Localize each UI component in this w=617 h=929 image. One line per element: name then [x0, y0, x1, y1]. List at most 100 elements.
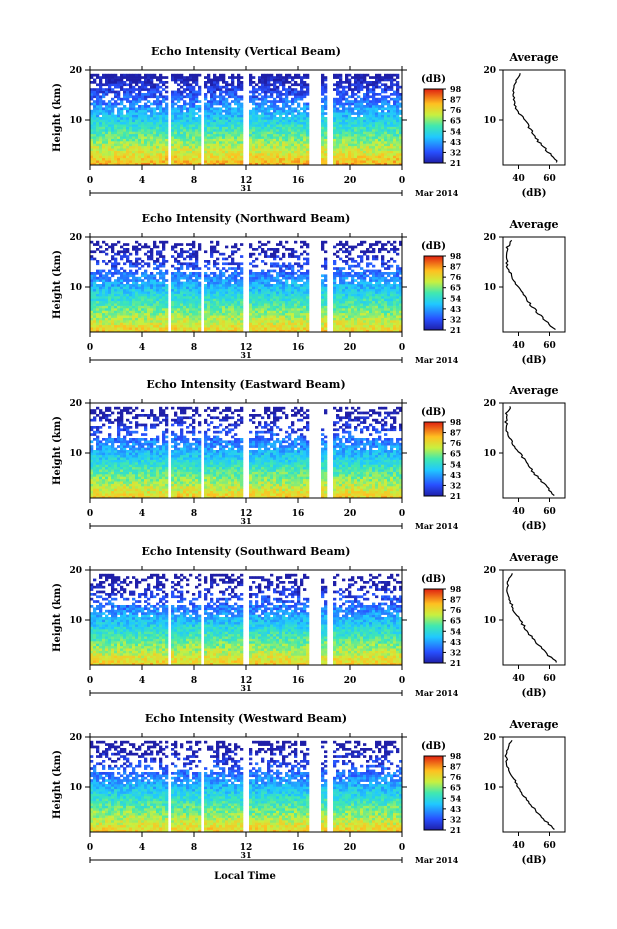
average-x-tick-label: 60 [543, 341, 556, 351]
y-axis-label: Height (km) [52, 583, 63, 652]
x-tick-label: 12 [240, 843, 253, 853]
average-x-tick-label: 40 [512, 841, 525, 851]
colorbar-tick-label: 76 [450, 105, 462, 115]
average-title: Average [508, 218, 558, 231]
y-axis-label: Height (km) [52, 416, 63, 485]
average-x-tick-label: 40 [512, 507, 525, 517]
day-label: 31 [240, 350, 251, 360]
y-tick-label: 20 [69, 66, 82, 76]
colorbar-tick-label: 21 [450, 491, 461, 501]
colorbar-tick-label: 65 [450, 616, 461, 626]
average-title: Average [508, 551, 558, 564]
y-axis-label: Height (km) [52, 750, 63, 819]
colorbar-tick-label: 87 [450, 262, 461, 272]
date-label: Mar 2014 [415, 688, 459, 698]
average-frame [502, 736, 566, 833]
average-x-label: (dB) [522, 855, 547, 866]
colorbar-unit: (dB) [421, 407, 446, 418]
average-profile-line [504, 739, 555, 830]
colorbar-tick-label: 21 [450, 158, 461, 168]
colorbar-tick-label: 87 [450, 595, 461, 605]
colorbar-tick-label: 65 [450, 449, 461, 459]
average-y-tick-label: 20 [483, 399, 496, 409]
x-tick-label: 0 [399, 676, 405, 686]
colorbar-tick-label: 54 [450, 126, 462, 136]
colorbar-unit: (dB) [421, 241, 446, 252]
y-axis-label: Height (km) [52, 250, 63, 319]
average-y-tick-label: 10 [483, 616, 496, 626]
average-profile-line [512, 73, 558, 163]
y-tick-label: 10 [69, 116, 82, 126]
x-tick-label: 16 [292, 509, 305, 519]
x-tick-label: 4 [139, 176, 145, 186]
colorbar-tick-label: 98 [450, 251, 462, 261]
average-x-tick-label: 60 [543, 674, 556, 684]
colorbar-tick-label: 43 [450, 304, 462, 314]
average-y-tick-label: 20 [483, 566, 496, 576]
heatmap-cells [90, 740, 403, 833]
colorbar-tick-label: 65 [450, 783, 461, 793]
panel-1: Echo Intensity (Northward Beam) 20 10 Heigh… [52, 212, 566, 366]
average-x-tick-label: 40 [512, 341, 525, 351]
x-tick-label: 16 [292, 843, 305, 853]
average-title: Average [508, 718, 558, 731]
x-tick-label: 16 [292, 343, 305, 353]
average-y-tick-label: 20 [483, 233, 496, 243]
panel-title: Echo Intensity (Northward Beam) [142, 212, 351, 225]
x-tick-label: 4 [139, 676, 145, 686]
average-profile-line [506, 573, 557, 663]
x-tick-label: 0 [87, 509, 93, 519]
panel-4: Echo Intensity (Westward Beam) 20 10 Height… [52, 712, 566, 866]
x-tick-label: 8 [191, 343, 197, 353]
y-tick-label: 10 [69, 449, 82, 459]
colorbar-unit: (dB) [421, 574, 446, 585]
panel-3: Echo Intensity (Southward Beam) 20 10 Heigh… [52, 545, 566, 699]
average-x-tick-label: 60 [543, 507, 556, 517]
colorbar-tick-label: 98 [450, 417, 462, 427]
x-tick-label: 20 [344, 343, 357, 353]
average-y-tick-label: 20 [483, 733, 496, 743]
panel-title: Echo Intensity (Vertical Beam) [151, 45, 341, 58]
x-tick-label: 8 [191, 676, 197, 686]
average-x-tick-label: 40 [512, 674, 525, 684]
heatmap-cells [90, 73, 403, 166]
average-frame [502, 569, 566, 666]
colorbar-tick-label: 98 [450, 584, 462, 594]
average-x-label: (dB) [522, 521, 547, 532]
colorbar-tick-label: 43 [450, 470, 462, 480]
x-tick-label: 12 [240, 509, 253, 519]
x-tick-label: 8 [191, 176, 197, 186]
average-title: Average [508, 51, 558, 64]
date-label: Mar 2014 [415, 355, 459, 365]
colorbar-tick-label: 21 [450, 658, 461, 668]
colorbar-tick-label: 87 [450, 95, 461, 105]
colorbar-tick-label: 76 [450, 772, 462, 782]
x-tick-label: 20 [344, 843, 357, 853]
x-tick-label: 0 [87, 843, 93, 853]
colorbar-tick-label: 98 [450, 84, 462, 94]
x-tick-label: 4 [139, 343, 145, 353]
x-tick-label: 4 [139, 509, 145, 519]
x-tick-label: 0 [399, 343, 405, 353]
colorbar-tick-label: 98 [450, 751, 462, 761]
colorbar-tick-label: 54 [450, 293, 462, 303]
colorbar-tick-label: 43 [450, 637, 462, 647]
average-x-tick-label: 60 [543, 174, 556, 184]
x-tick-label: 16 [292, 676, 305, 686]
average-x-label: (dB) [522, 355, 547, 366]
date-label: Mar 2014 [415, 188, 459, 198]
average-x-label: (dB) [522, 688, 547, 699]
y-tick-label: 20 [69, 399, 82, 409]
average-x-tick-label: 60 [543, 841, 556, 851]
average-y-tick-label: 10 [483, 449, 496, 459]
colorbar-tick-label: 32 [450, 814, 461, 824]
y-tick-label: 20 [69, 733, 82, 743]
panel-title: Echo Intensity (Westward Beam) [145, 712, 347, 725]
colorbar-tick-label: 21 [450, 325, 461, 335]
x-axis-label: Local Time [214, 871, 276, 882]
x-tick-label: 12 [240, 176, 253, 186]
heatmap-cells [90, 573, 403, 666]
x-tick-label: 0 [399, 843, 405, 853]
average-profile-line [505, 239, 556, 331]
colorbar-unit: (dB) [421, 74, 446, 85]
